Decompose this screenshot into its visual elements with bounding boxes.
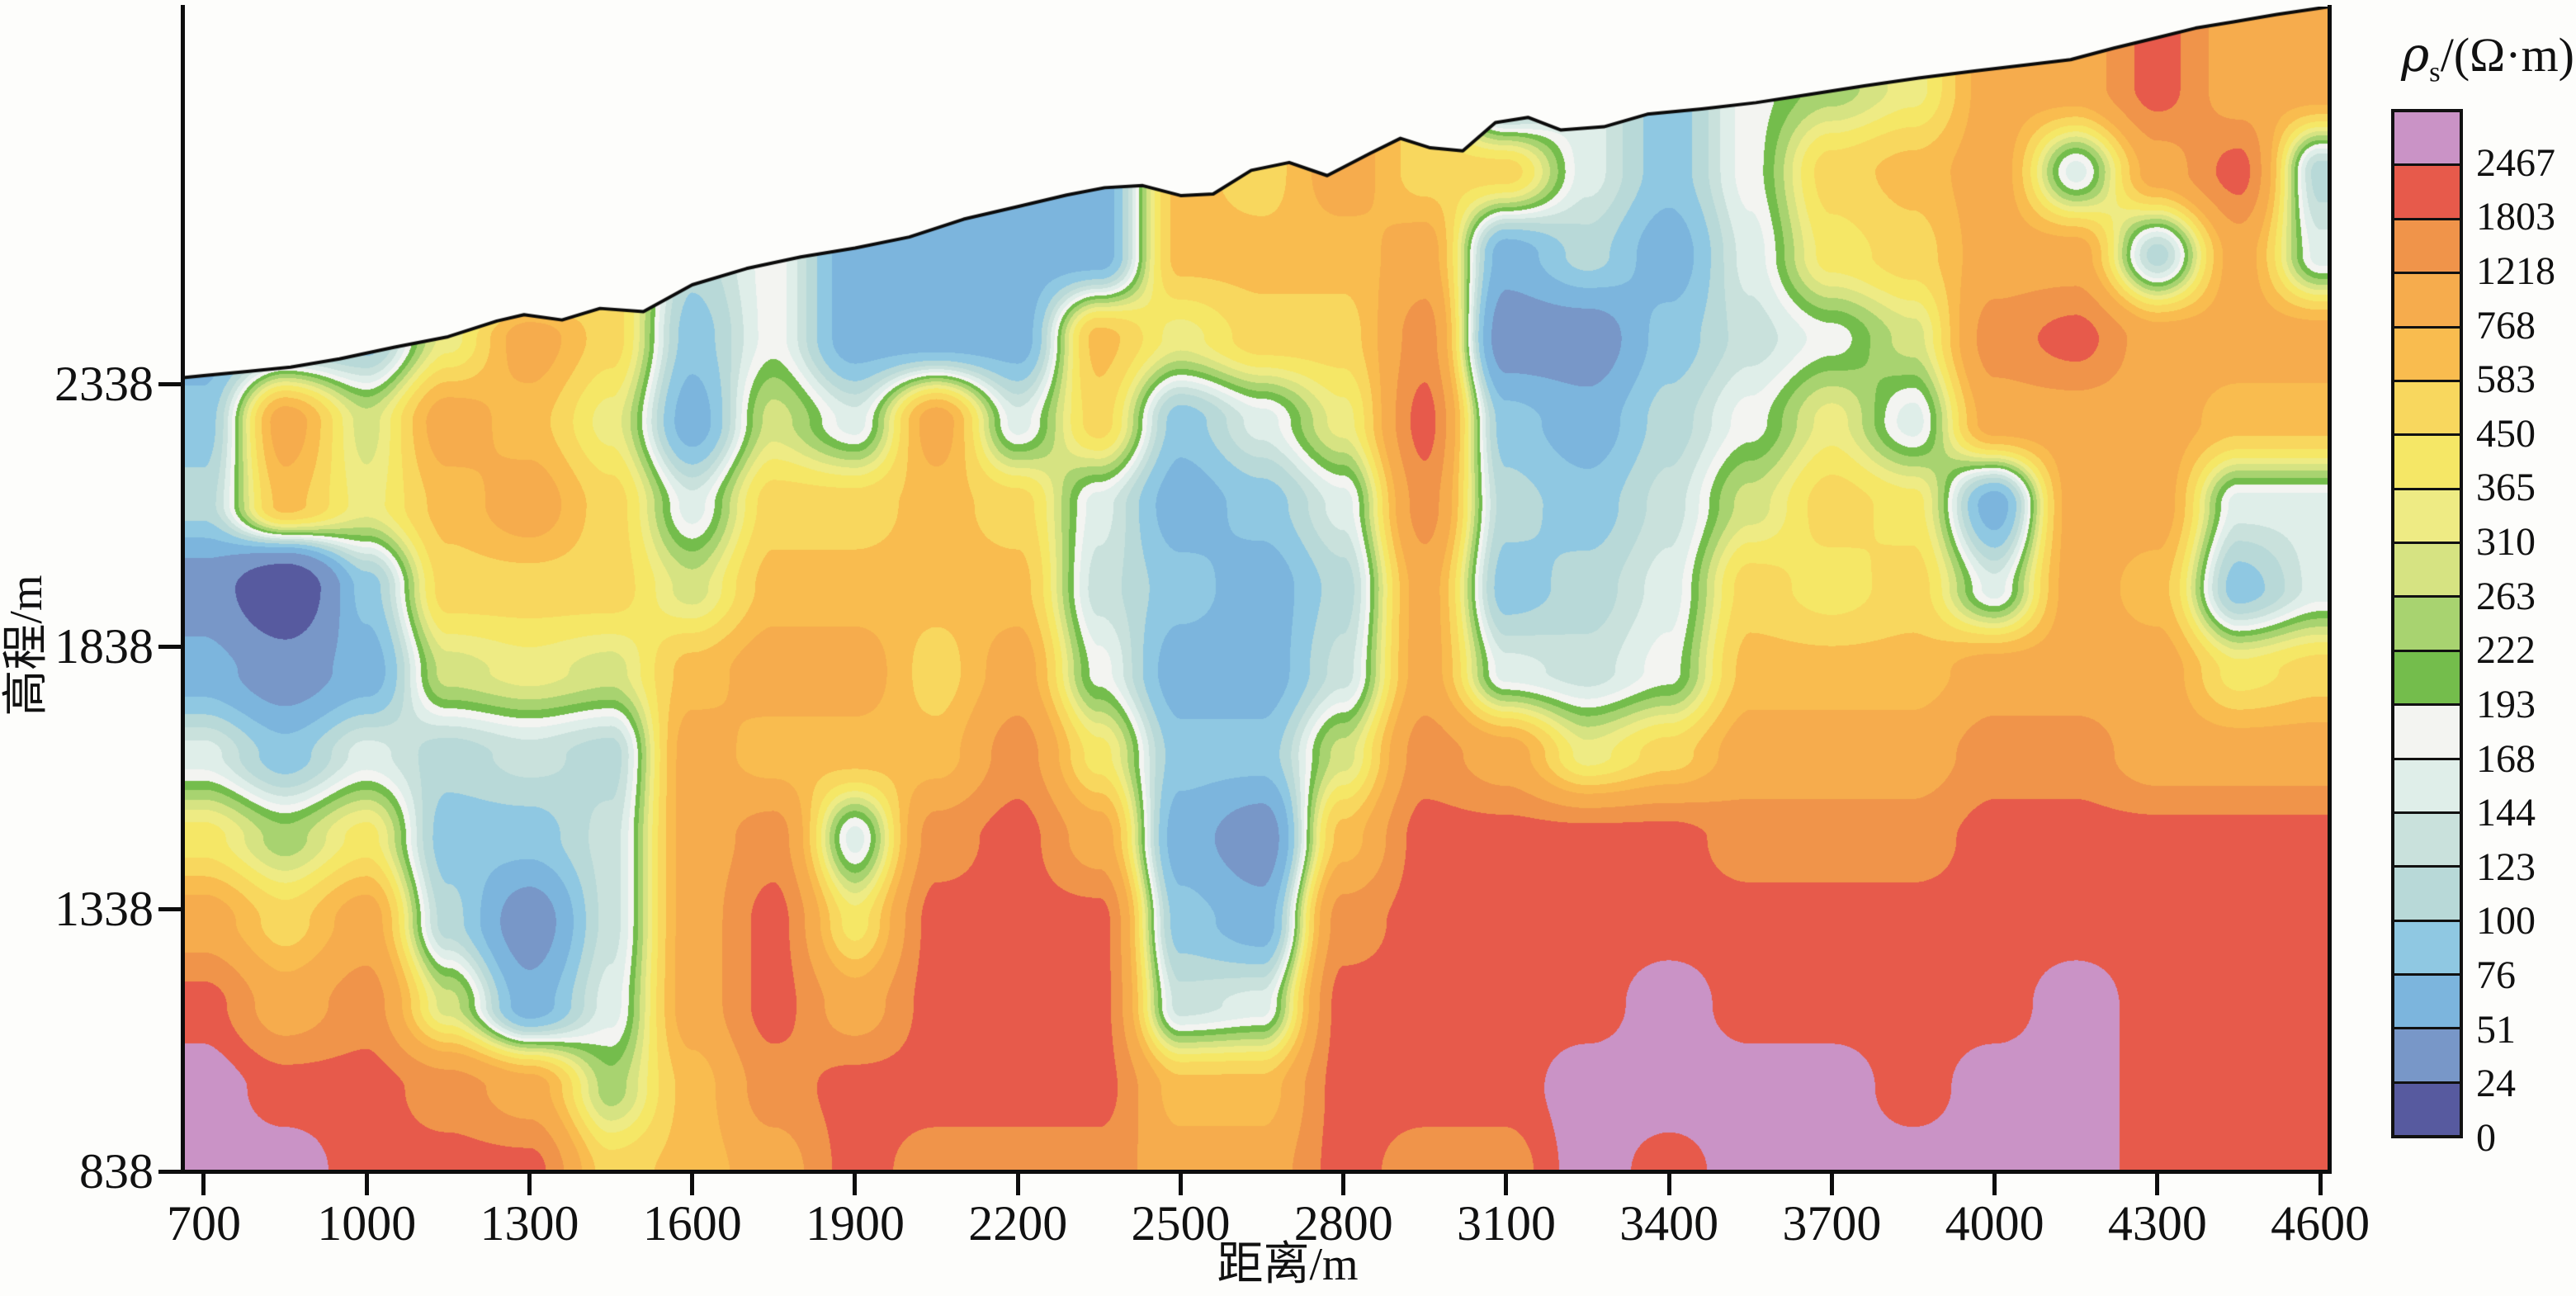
legend-value-label: 768 <box>2476 303 2536 348</box>
legend-value-label: 1218 <box>2476 248 2555 293</box>
x-tick-mark <box>853 1174 858 1195</box>
x-tick-mark <box>1992 1174 1997 1195</box>
x-tick-label: 4600 <box>2271 1196 2370 1251</box>
x-axis-title: 距离/m <box>1217 1239 1359 1290</box>
y-tick-mark <box>158 1169 183 1174</box>
right-spine <box>2328 5 2332 1174</box>
y-tick-mark <box>158 906 183 911</box>
legend-color-cell <box>2394 325 2460 380</box>
y-axis-spine <box>181 5 185 1174</box>
legend-value-label: 0 <box>2476 1116 2496 1160</box>
x-tick-mark <box>1341 1174 1346 1195</box>
legend-value-label: 365 <box>2476 466 2536 510</box>
legend-value-label: 583 <box>2476 357 2536 402</box>
x-tick-label: 1300 <box>480 1196 579 1251</box>
legend-title-unit: /(Ω·m) <box>2440 28 2574 82</box>
legend-color-cell <box>2394 272 2460 326</box>
x-tick-mark <box>1829 1174 1834 1195</box>
legend-color-cell <box>2394 757 2460 811</box>
legend-value-label: 123 <box>2476 844 2536 889</box>
legend-value-label: 100 <box>2476 899 2536 944</box>
x-tick-mark <box>690 1174 695 1195</box>
legend-value-label: 24 <box>2476 1062 2516 1106</box>
x-tick-label: 1600 <box>642 1196 742 1251</box>
x-tick-mark <box>2155 1174 2160 1195</box>
legend-color-cell <box>2394 649 2460 704</box>
legend-value-label: 310 <box>2476 520 2536 565</box>
legend-color-cell <box>2394 487 2460 542</box>
x-tick-label: 4300 <box>2107 1196 2207 1251</box>
x-axis-spine <box>181 1170 2332 1174</box>
heatmap-canvas <box>183 7 2330 1171</box>
x-tick-mark <box>201 1174 206 1195</box>
legend-color-cell <box>2394 433 2460 488</box>
x-tick-mark <box>1666 1174 1671 1195</box>
legend-color-cell <box>2394 1081 2460 1136</box>
x-tick-label: 2200 <box>968 1196 1068 1251</box>
x-tick-label: 3400 <box>1619 1196 1719 1251</box>
x-tick-label: 1000 <box>317 1196 417 1251</box>
x-tick-label: 4000 <box>1945 1196 2044 1251</box>
y-tick-mark <box>158 381 183 386</box>
legend-value-label: 168 <box>2476 736 2536 781</box>
x-tick-mark <box>364 1174 369 1195</box>
legend-title-rho: ρ <box>2401 26 2430 83</box>
x-tick-mark <box>2318 1174 2323 1195</box>
legend-value-label: 76 <box>2476 953 2516 998</box>
y-tick-label: 2338 <box>54 357 154 412</box>
x-tick-mark <box>527 1174 532 1195</box>
legend-title: ρs/(Ω·m) <box>2327 28 2574 99</box>
legend-value-label: 222 <box>2476 628 2536 673</box>
legend-value-label: 51 <box>2476 1007 2516 1052</box>
x-tick-mark <box>1504 1174 1509 1195</box>
legend-value-label: 144 <box>2476 791 2536 835</box>
legend-value-label: 193 <box>2476 682 2536 726</box>
x-tick-label: 700 <box>166 1196 241 1251</box>
legend-color-cell <box>2394 973 2460 1028</box>
legend-color-cell <box>2394 542 2460 596</box>
legend-color-cell <box>2394 703 2460 758</box>
y-axis-title: 高程/m <box>1 575 52 717</box>
x-tick-label: 2800 <box>1293 1196 1393 1251</box>
x-tick-mark <box>1178 1174 1183 1195</box>
x-tick-label: 3700 <box>1782 1196 1882 1251</box>
legend-value-label: 1803 <box>2476 195 2555 239</box>
legend-color-cell <box>2394 217 2460 272</box>
y-tick-mark <box>158 644 183 649</box>
legend-color-cell <box>2394 112 2460 164</box>
legend-color-cell <box>2394 595 2460 650</box>
legend-value-label: 263 <box>2476 574 2536 618</box>
legend-value-label: 450 <box>2476 411 2536 456</box>
x-tick-mark <box>1015 1174 1020 1195</box>
x-tick-label: 2500 <box>1131 1196 1231 1251</box>
y-tick-label: 1338 <box>54 882 154 937</box>
legend-color-cell <box>2394 163 2460 218</box>
x-tick-label: 3100 <box>1456 1196 1556 1251</box>
legend-title-sub: s <box>2429 55 2441 88</box>
legend-color-cell <box>2394 919 2460 973</box>
y-tick-label: 1838 <box>54 619 154 674</box>
legend-colorbar <box>2391 109 2463 1138</box>
legend-color-cell <box>2394 865 2460 920</box>
y-tick-label: 838 <box>79 1144 154 1199</box>
legend-color-cell <box>2394 379 2460 434</box>
legend-value-label: 2467 <box>2476 140 2555 185</box>
legend-color-cell <box>2394 811 2460 866</box>
legend-color-cell <box>2394 1027 2460 1081</box>
x-tick-label: 1900 <box>805 1196 905 1251</box>
